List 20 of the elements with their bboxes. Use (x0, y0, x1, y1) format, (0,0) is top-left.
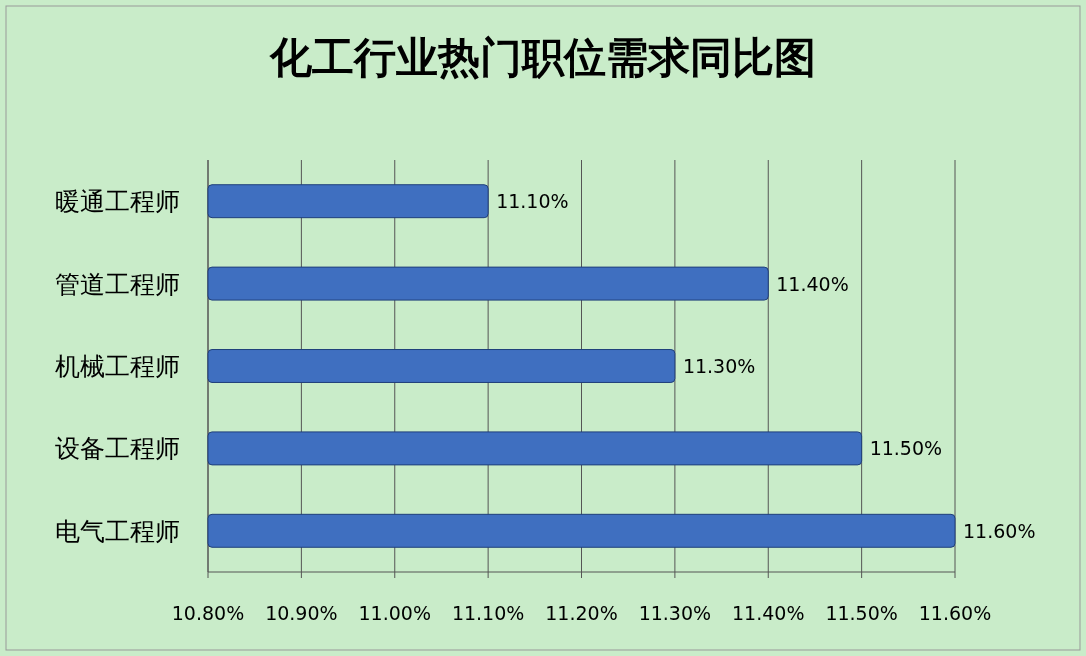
y-tick-label: 机械工程师 (55, 352, 180, 381)
data-label: 11.60% (963, 519, 1036, 542)
chart-title: 化工行业热门职位需求同比图 (269, 33, 816, 82)
x-tick-label: 11.60% (918, 602, 992, 624)
y-tick-label: 设备工程师 (55, 434, 180, 464)
data-label: 11.40% (776, 272, 849, 295)
x-tick-label: 10.80% (171, 602, 245, 624)
x-tick-label: 11.00% (358, 602, 431, 624)
data-label: 11.10% (496, 190, 569, 213)
x-tick-label: 11.40% (732, 602, 805, 624)
y-tick-label: 管道工程师 (55, 269, 180, 299)
y-tick-label: 电气工程师 (55, 516, 180, 546)
x-tick-label: 11.50% (825, 602, 898, 624)
x-tick-label: 11.20% (545, 602, 618, 624)
data-label: 11.50% (869, 437, 943, 460)
x-tick-label: 11.10% (451, 602, 525, 624)
x-tick-label: 11.30% (638, 602, 712, 624)
data-label: 11.30% (682, 355, 756, 377)
x-tick-label: 10.90% (265, 602, 338, 624)
y-tick-label: 暖通工程师 (55, 187, 180, 217)
